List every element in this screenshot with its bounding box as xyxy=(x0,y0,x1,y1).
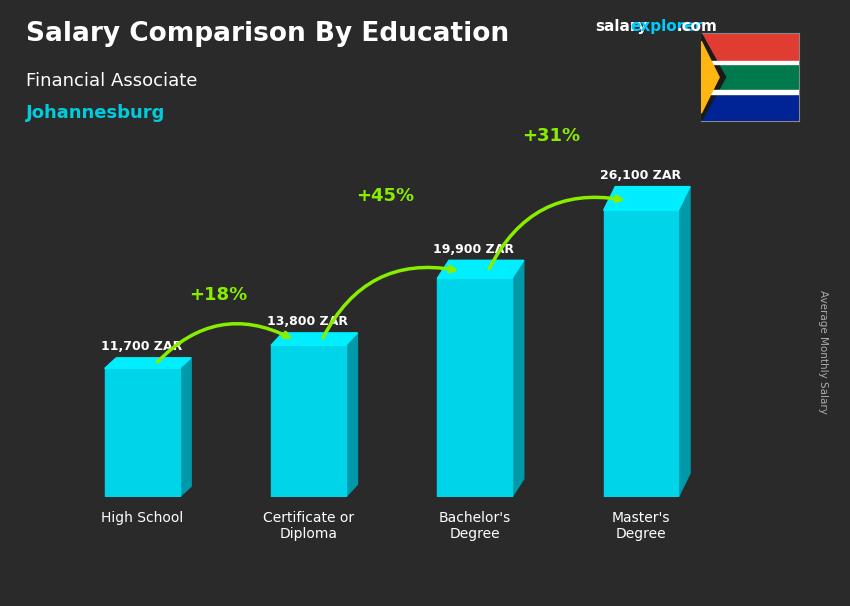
Bar xyxy=(701,90,799,94)
Polygon shape xyxy=(678,187,690,497)
Polygon shape xyxy=(179,358,191,497)
Polygon shape xyxy=(271,333,358,345)
Bar xyxy=(701,62,799,93)
Polygon shape xyxy=(604,187,690,210)
Text: +45%: +45% xyxy=(356,187,414,205)
Text: Average Monthly Salary: Average Monthly Salary xyxy=(818,290,828,413)
Bar xyxy=(701,33,799,77)
Polygon shape xyxy=(437,278,512,497)
Bar xyxy=(701,77,799,121)
Text: 11,700 ZAR: 11,700 ZAR xyxy=(100,341,182,353)
Bar xyxy=(701,61,799,64)
Polygon shape xyxy=(105,358,191,368)
Text: salary: salary xyxy=(595,19,648,35)
Text: Johannesburg: Johannesburg xyxy=(26,104,165,122)
Text: explorer: explorer xyxy=(631,19,703,35)
Text: 26,100 ZAR: 26,100 ZAR xyxy=(599,169,681,182)
Text: 13,800 ZAR: 13,800 ZAR xyxy=(267,316,348,328)
Polygon shape xyxy=(701,33,726,121)
Polygon shape xyxy=(437,261,524,278)
Polygon shape xyxy=(271,345,346,497)
Text: +18%: +18% xyxy=(190,286,247,304)
Polygon shape xyxy=(604,210,678,497)
Polygon shape xyxy=(105,368,179,497)
Text: Financial Associate: Financial Associate xyxy=(26,72,197,90)
Text: +31%: +31% xyxy=(522,127,581,145)
Text: 19,900 ZAR: 19,900 ZAR xyxy=(434,243,514,256)
Polygon shape xyxy=(701,41,719,113)
Text: .com: .com xyxy=(677,19,717,35)
Polygon shape xyxy=(512,261,524,497)
Text: Salary Comparison By Education: Salary Comparison By Education xyxy=(26,21,508,47)
Polygon shape xyxy=(346,333,358,497)
